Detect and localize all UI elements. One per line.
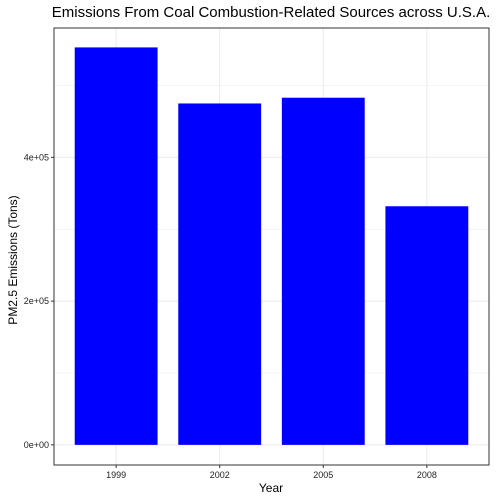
y-axis-title: PM2.5 Emissions (Tons) xyxy=(6,195,20,324)
y-axis: 0e+00 2e+05 4e+05 xyxy=(24,152,54,450)
bar-2005 xyxy=(281,97,365,445)
y-tick-label: 4e+05 xyxy=(24,152,49,162)
bars xyxy=(74,47,469,445)
chart-title: Emissions From Coal Combustion-Related S… xyxy=(52,4,491,21)
x-axis-title: Year xyxy=(259,481,283,495)
y-tick-label: 2e+05 xyxy=(24,296,49,306)
x-tick-label: 2005 xyxy=(313,470,333,480)
bar-2008 xyxy=(385,206,469,445)
bar-2002 xyxy=(178,103,262,445)
x-tick-label: 2002 xyxy=(210,470,230,480)
y-tick-label: 0e+00 xyxy=(24,440,49,450)
panel-border xyxy=(53,27,490,466)
x-axis: 1999 2002 2005 2008 xyxy=(106,465,437,480)
bar-1999 xyxy=(74,47,158,445)
x-tick-label: 1999 xyxy=(106,470,126,480)
x-tick-label: 2008 xyxy=(417,470,437,480)
